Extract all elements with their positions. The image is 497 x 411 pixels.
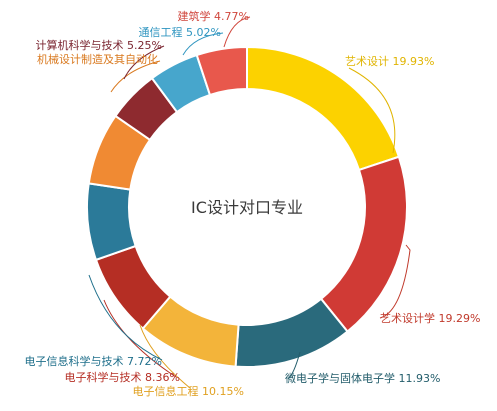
slice-label-9: 通信工程 5.02% bbox=[139, 26, 221, 39]
leader-lines-group bbox=[88, 16, 411, 389]
slice-label-1: 艺术设计 19.93% bbox=[345, 55, 434, 68]
slice-label-3: 微电子学与固体电子学 11.93% bbox=[285, 371, 440, 385]
slice-label-8: 计算机科学与技术 5.25% bbox=[36, 38, 162, 52]
leader-line-1 bbox=[348, 67, 396, 154]
donut-slice-10[interactable] bbox=[195, 45, 248, 97]
slice-label-2: 艺术设计学 19.29% bbox=[380, 311, 480, 325]
donut-slice-2[interactable] bbox=[319, 155, 409, 333]
slice-label-10: 建筑学 4.77% bbox=[178, 9, 249, 23]
labels-group: 艺术设计 19.93% 艺术设计学 19.29% 微电子学与固体电子学 11.93%… bbox=[25, 9, 481, 398]
slices-group bbox=[86, 45, 409, 368]
leader-line-3 bbox=[287, 351, 301, 380]
leader-line-4 bbox=[139, 324, 191, 389]
donut-slice-6[interactable] bbox=[86, 182, 137, 262]
slice-label-7: 机械设计制造及其自动化 bbox=[37, 52, 158, 66]
leader-line-8 bbox=[123, 45, 165, 80]
slice-label-4: 电子信息工程 10.15% bbox=[133, 384, 244, 398]
leader-line-7 bbox=[110, 60, 161, 93]
leader-line-9 bbox=[182, 32, 224, 56]
leader-line-6 bbox=[88, 274, 163, 361]
slice-label-5: 电子科学与技术 8.36% bbox=[65, 370, 180, 384]
leader-line-10 bbox=[223, 16, 251, 48]
slice-label-6: 电子信息科学与技术 7.72% bbox=[25, 354, 162, 368]
leader-line-2 bbox=[379, 244, 411, 319]
chart-title: IC设计对口专业 bbox=[191, 198, 303, 217]
